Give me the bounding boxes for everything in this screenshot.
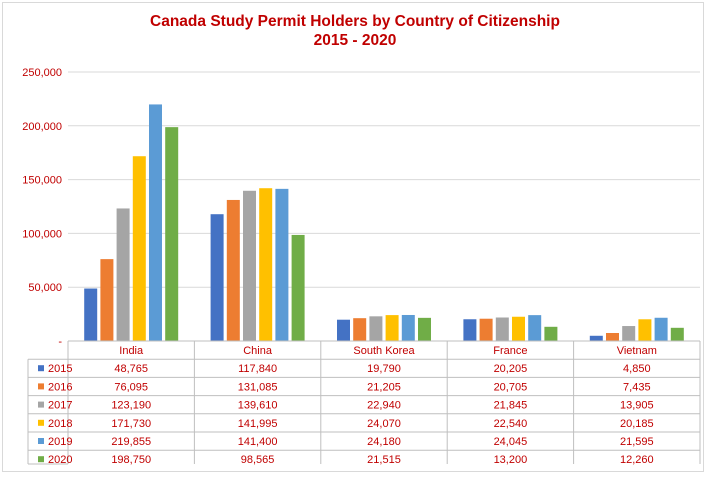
legend-label-2017: 2017 (48, 400, 72, 412)
chart-subtitle: 2015 - 2020 (313, 32, 397, 49)
bar-2015-china (210, 214, 224, 341)
bar-2019-vietnam (654, 317, 668, 341)
bar-2020-vietnam (670, 327, 684, 341)
y-tick-label: - (58, 336, 62, 348)
data-label: 123,190 (111, 400, 151, 412)
bar-2016-china (226, 199, 240, 341)
bar-2016-south-korea (353, 318, 367, 341)
chart-title-main: Canada Study Permit Holders by Country o… (150, 13, 560, 30)
data-label: 24,070 (367, 418, 401, 430)
bar-2020-china (291, 234, 305, 341)
legend-label-2018: 2018 (48, 418, 72, 430)
bar-2015-france (463, 319, 477, 341)
bar-2015-vietnam (589, 335, 603, 341)
y-tick-label: 100,000 (22, 228, 62, 240)
bar-2019-france (528, 315, 542, 341)
data-label: 13,200 (494, 454, 528, 466)
y-tick-label: 150,000 (22, 175, 62, 187)
bar-2018-india (132, 156, 146, 341)
data-label: 21,205 (367, 381, 401, 393)
x-tick-label: France (493, 345, 527, 357)
bar-2017-india (116, 208, 130, 341)
data-label: 21,595 (620, 436, 654, 448)
bars (84, 104, 684, 342)
data-label: 198,750 (111, 454, 151, 466)
legend-key-2017 (38, 401, 44, 408)
legend-key-2016 (38, 383, 44, 390)
x-tick-label: China (243, 345, 273, 357)
legend-label-2019: 2019 (48, 436, 72, 448)
data-label: 22,940 (367, 400, 401, 412)
data-label: 24,180 (367, 436, 401, 448)
x-tick-label: South Korea (353, 345, 415, 357)
bar-2016-france (479, 318, 493, 341)
y-tick-label: 250,000 (22, 67, 62, 79)
data-label: 117,840 (238, 363, 277, 375)
data-label: 141,400 (238, 436, 278, 448)
data-label: 48,765 (114, 363, 148, 375)
data-table: India China South Korea France Vietnam 2015 48… (27, 340, 701, 466)
legend-label-2020: 2020 (48, 454, 72, 466)
data-label: 4,850 (623, 363, 651, 375)
bar-2018-france (512, 316, 525, 341)
chart-title: Canada Study Permit Holders by Country o… (0, 12, 710, 50)
bar-2019-china (275, 188, 289, 341)
x-tick-label: Vietnam (617, 345, 657, 357)
x-tick-label: India (119, 345, 144, 357)
bar-2015-south-korea (337, 319, 350, 341)
bar-2020-india (165, 127, 179, 342)
bar-2019-india (149, 104, 162, 341)
legend-label-2016: 2016 (48, 381, 72, 393)
gridlines (68, 71, 700, 288)
legend-key-2020 (38, 456, 44, 463)
data-label: 131,085 (238, 381, 278, 393)
bar-2018-vietnam (638, 319, 652, 341)
y-tick-label: 200,000 (22, 121, 62, 133)
data-label: 20,185 (620, 418, 654, 430)
data-label: 76,095 (114, 381, 148, 393)
data-label: 21,515 (367, 454, 401, 466)
data-label: 20,705 (494, 381, 528, 393)
bar-2017-vietnam (622, 326, 636, 341)
bar-2020-south-korea (418, 317, 431, 341)
bar-2017-south-korea (369, 316, 383, 341)
bar-2018-south-korea (385, 315, 399, 341)
bar-2016-vietnam (606, 332, 619, 341)
bar-2015-india (84, 288, 98, 341)
legend-key-2018 (38, 419, 44, 426)
data-label: 13,905 (620, 400, 654, 412)
bar-2017-china (243, 190, 256, 341)
data-label: 22,540 (494, 418, 528, 430)
y-axis: - 50,000 100,000 150,000 200,000 250,000 (22, 67, 62, 348)
legend-label-2015: 2015 (48, 363, 72, 375)
bar-2019-south-korea (401, 314, 415, 341)
y-tick-label: 50,000 (28, 282, 62, 294)
data-label: 98,565 (241, 454, 275, 466)
bar-2020-france (544, 326, 558, 341)
data-label: 24,045 (494, 436, 528, 448)
legend-key-2015 (38, 365, 44, 372)
data-label: 219,855 (111, 436, 151, 448)
data-label: 7,435 (623, 381, 651, 393)
bar-2017-france (495, 317, 509, 341)
data-label: 141,995 (238, 418, 278, 430)
data-label: 21,845 (494, 400, 528, 412)
data-label: 12,260 (620, 454, 654, 466)
bar-2016-india (100, 259, 114, 341)
data-label: 139,610 (238, 400, 278, 412)
data-label: 19,790 (367, 363, 401, 375)
data-label: 171,730 (111, 418, 151, 430)
bar-2018-china (259, 188, 273, 341)
data-label: 20,205 (494, 363, 528, 375)
legend-key-2019 (38, 438, 44, 444)
